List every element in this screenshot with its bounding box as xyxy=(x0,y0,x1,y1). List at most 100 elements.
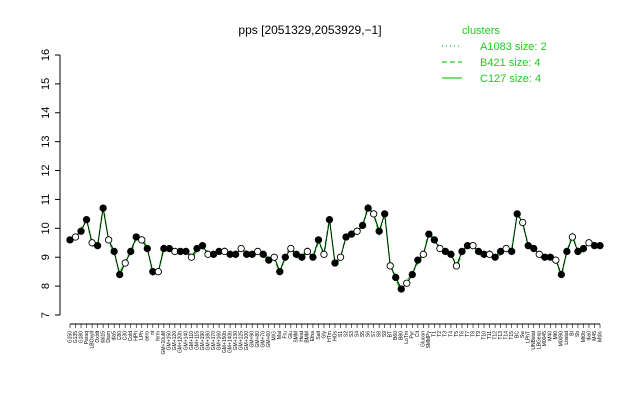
data-point xyxy=(281,253,289,261)
legend-entry-label: B421 size: 4 xyxy=(480,57,541,69)
data-point xyxy=(469,242,477,250)
x-tick-label: Salt xyxy=(316,330,322,339)
data-point xyxy=(77,227,85,235)
x-tick-label: M0045 xyxy=(542,331,548,347)
x-tick-label: ferm xyxy=(156,331,162,341)
data-point xyxy=(71,233,80,241)
chart-title: pps [2051329,2053929,−1] xyxy=(238,23,381,37)
x-tick-label: GM+140b xyxy=(227,331,233,353)
data-point xyxy=(430,236,439,244)
x-tick-label: aero xyxy=(145,331,151,341)
data-point xyxy=(259,250,267,258)
y-tick-label: 10 xyxy=(40,222,52,234)
legend-entry-label: C127 size: 4 xyxy=(480,73,541,85)
x-tick-label: GM+70 xyxy=(261,331,267,348)
x-tick-label: M40 xyxy=(548,331,554,341)
x-tick-label: Heat xyxy=(299,330,305,341)
data-point xyxy=(143,244,151,253)
data-point xyxy=(132,233,140,241)
data-point xyxy=(110,247,118,256)
x-tick-label: T7 xyxy=(465,331,471,337)
data-point xyxy=(66,236,74,244)
x-tick-label: LBGexp xyxy=(537,331,543,349)
x-tick-label: GM+125 xyxy=(238,331,244,351)
x-tick-label: LPhT xyxy=(526,331,532,343)
data-point xyxy=(138,236,146,244)
x-tick-label: G180 xyxy=(78,331,84,343)
data-point xyxy=(441,247,450,256)
x-tick-label: T3 xyxy=(443,331,449,337)
data-point xyxy=(325,216,334,224)
x-tick-label: GM+100 xyxy=(244,331,250,351)
x-tick-label: LBOxylt xyxy=(89,330,95,348)
x-tick-label: Sb xyxy=(575,331,581,337)
data-point xyxy=(309,253,317,261)
y-tick-label: 12 xyxy=(40,164,52,176)
data-point xyxy=(386,262,394,270)
data-point xyxy=(121,259,129,267)
x-tick-label: LPh xyxy=(139,331,145,340)
x-tick-label: T15 xyxy=(509,331,515,340)
x-tick-label: dal15 xyxy=(100,331,106,343)
y-tick-label: 9 xyxy=(40,254,52,260)
x-tick-label: T6 xyxy=(459,331,465,337)
data-point xyxy=(375,227,383,235)
x-tick-label: HPh xyxy=(134,331,140,341)
data-point xyxy=(303,247,312,256)
x-tick-label: T2 xyxy=(437,331,443,337)
x-tick-label: T12 xyxy=(492,331,498,340)
legend: clusters A1083 size: 2 B421 size: 4 C127… xyxy=(442,25,547,85)
data-point xyxy=(502,244,510,253)
x-tick-label: T1 xyxy=(432,331,438,337)
data-point xyxy=(585,239,593,247)
x-tick-label: B80 xyxy=(399,331,405,340)
x-tick-label: GM+115 xyxy=(194,331,200,350)
legend-entry-label: A1083 size: 2 xyxy=(480,41,547,53)
y-tick-label: 7 xyxy=(40,312,52,318)
x-tick-label: S7 xyxy=(371,331,377,337)
x-tick-label: T14 xyxy=(503,331,509,340)
x-tick-label: SMMPy xyxy=(426,331,432,349)
x-tick-label: GM+170 xyxy=(211,331,217,351)
x-tick-label: T9 xyxy=(476,331,482,337)
x-tick-label: GM+110 xyxy=(189,331,195,350)
data-point xyxy=(491,253,499,261)
data-point xyxy=(392,273,400,282)
x-tick-label: S5 xyxy=(360,331,366,337)
x-tick-label: dla5 xyxy=(111,331,117,341)
data-point xyxy=(546,253,554,261)
data-point xyxy=(353,227,361,235)
data-point xyxy=(254,247,262,256)
data-point xyxy=(474,247,483,256)
data-point xyxy=(336,253,345,261)
x-tick-label: GM+180 xyxy=(205,331,211,351)
x-tick-label: HOs xyxy=(332,331,338,342)
x-tick-label: nt xyxy=(150,330,156,335)
x-tick-label: Mt0 xyxy=(553,331,559,340)
data-point xyxy=(231,250,240,258)
data-point xyxy=(403,279,411,287)
x-tick-label: S4 xyxy=(354,331,360,337)
data-point xyxy=(369,210,378,218)
x-tick-label: BC xyxy=(515,331,521,338)
data-point xyxy=(193,244,201,253)
y-tick-label: 8 xyxy=(40,283,52,289)
data-point xyxy=(182,247,190,256)
x-tick-label: Lbstat xyxy=(564,330,570,344)
y-tick-label: 15 xyxy=(40,78,52,90)
x-tick-label: GM+130 xyxy=(233,331,239,351)
y-axis: 7 8 9 10 11 12 13 14 15 16 xyxy=(40,49,61,318)
x-tick-label: C80 xyxy=(117,331,123,340)
data-point xyxy=(419,250,427,258)
data-point xyxy=(596,242,604,250)
x-tick-label: GM+80 xyxy=(255,331,261,348)
data-point xyxy=(364,204,372,212)
data-point xyxy=(270,253,278,261)
x-tick-label: Cold xyxy=(128,331,134,342)
x-tick-label: C30 xyxy=(123,331,129,340)
x-tick-label: Diam xyxy=(106,331,112,343)
data-point xyxy=(331,259,339,267)
x-tick-label: T11 xyxy=(487,331,493,339)
x-tick-label: S8 xyxy=(376,331,382,337)
data-point xyxy=(513,210,521,218)
